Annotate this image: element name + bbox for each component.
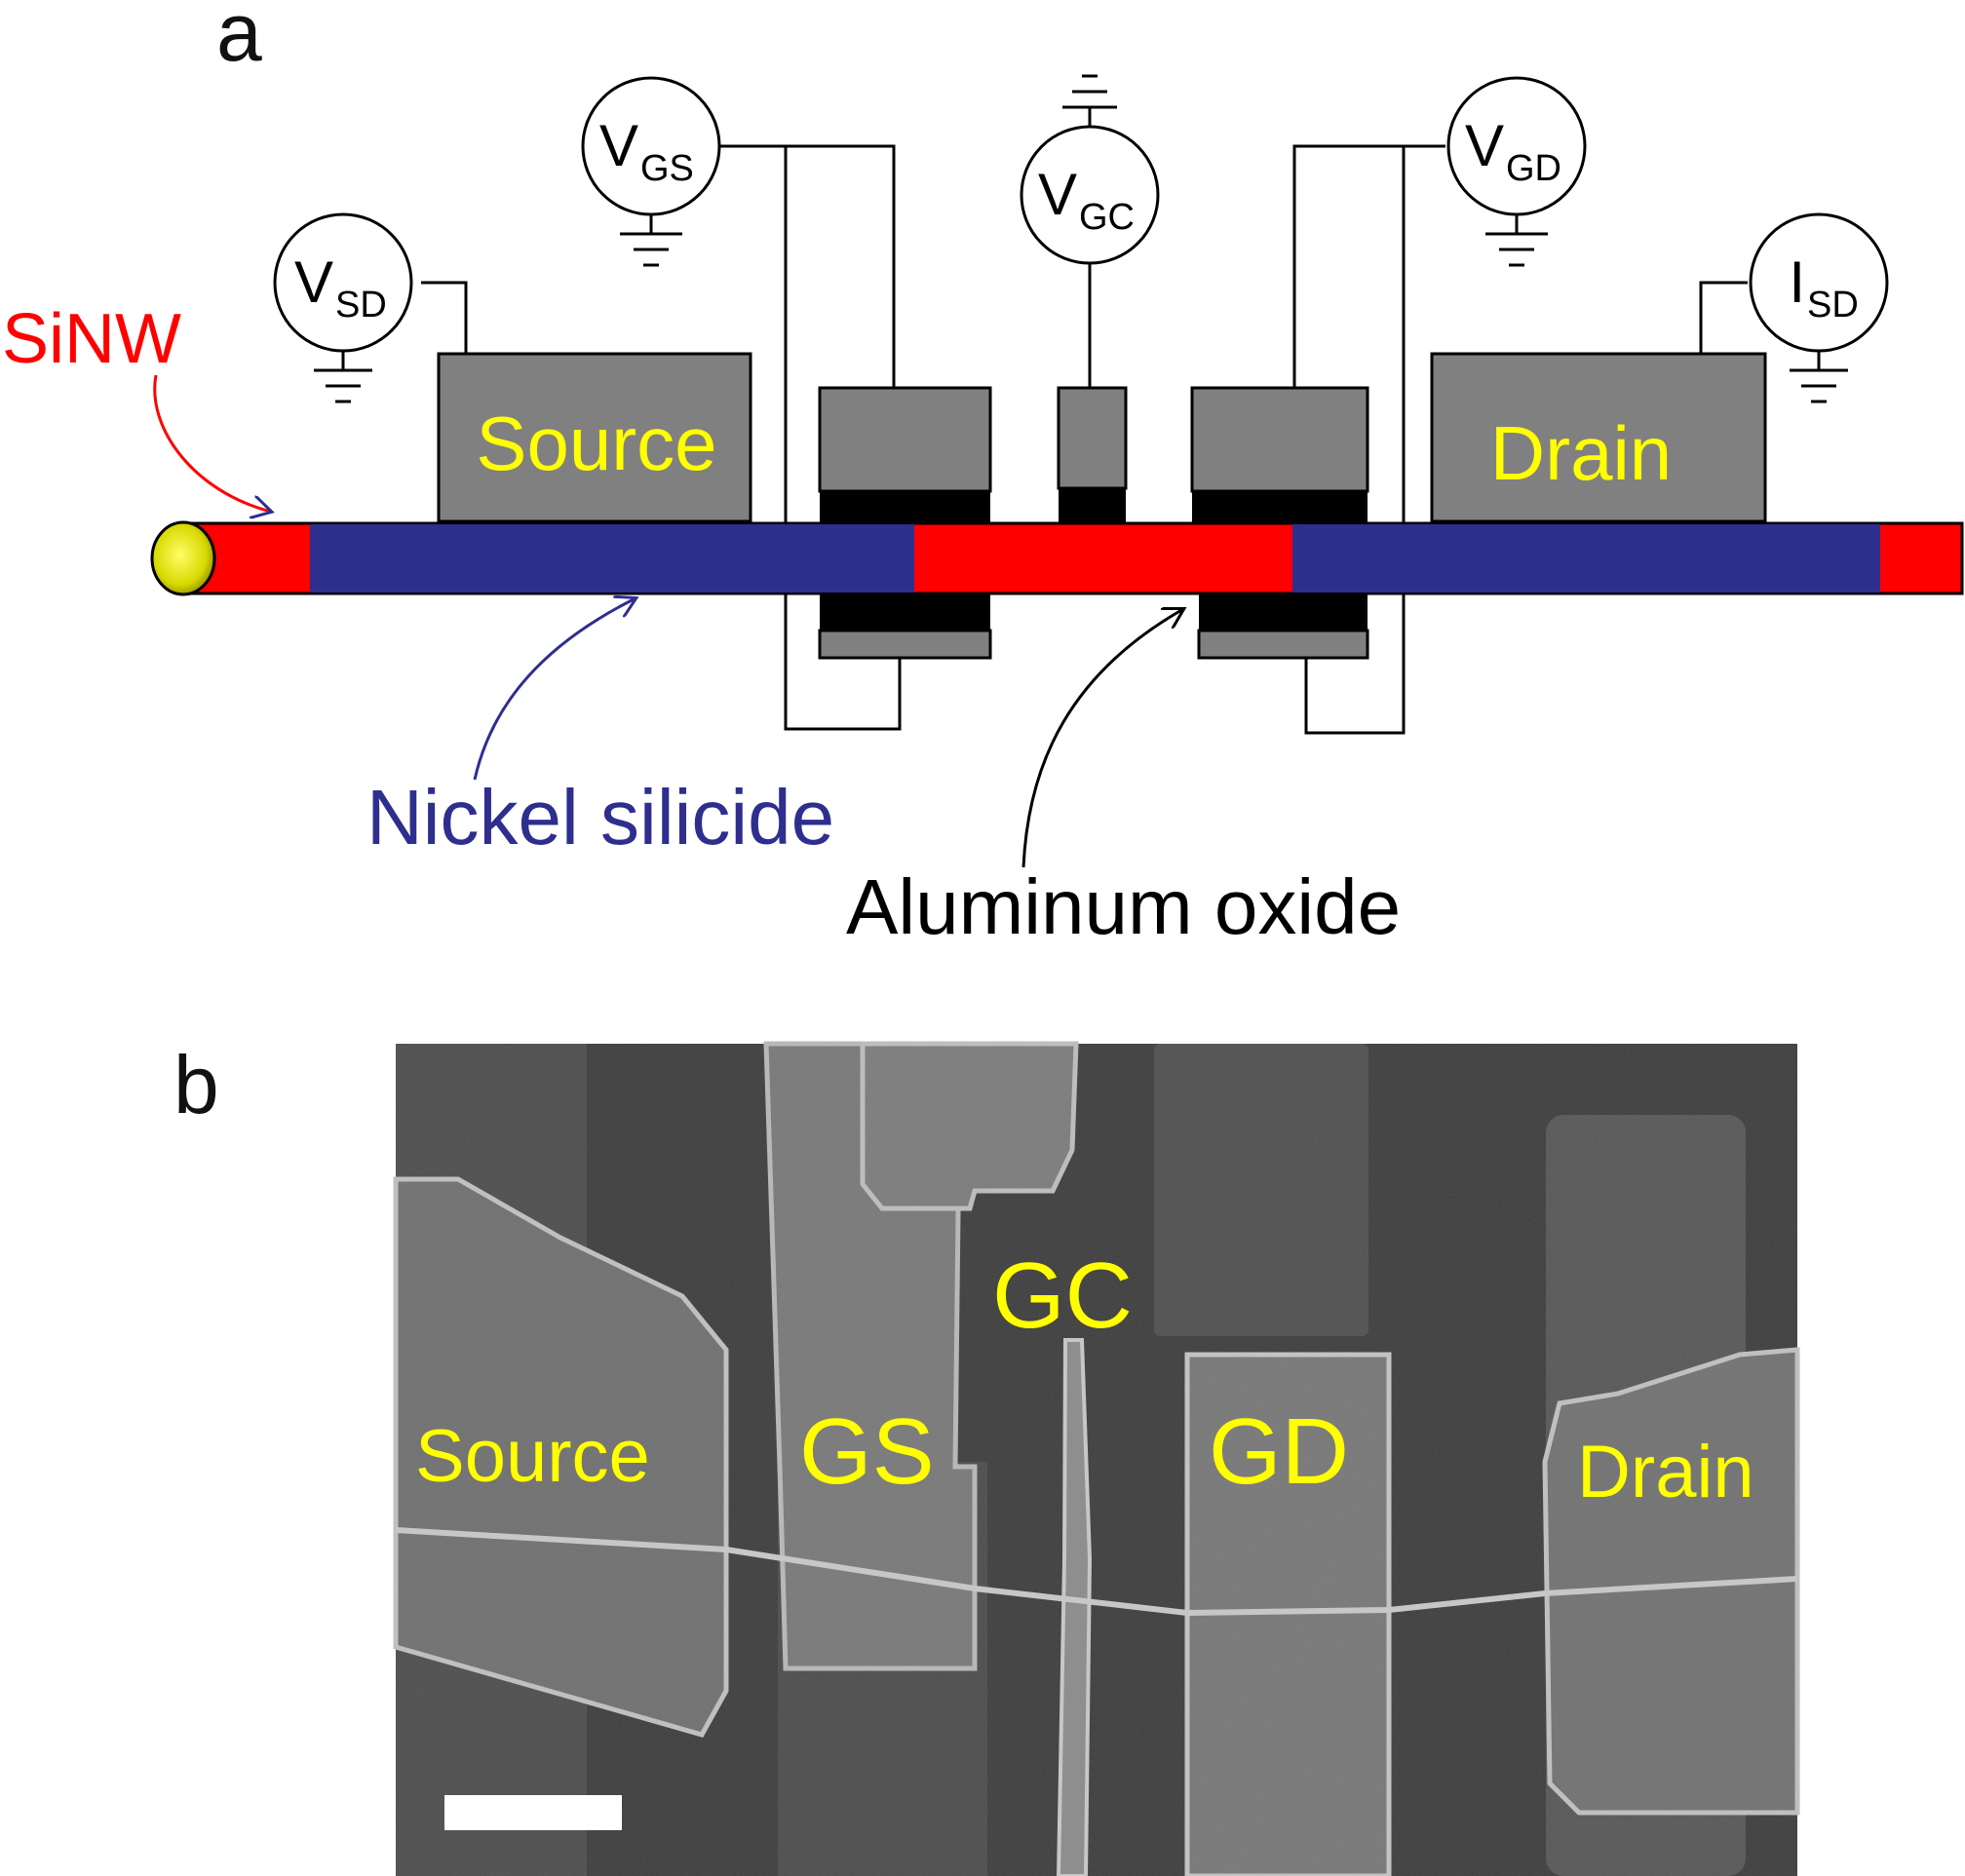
sinw-label: SiNW — [2, 300, 181, 378]
gd-oxide-bottom — [1199, 593, 1368, 631]
nickel-silicide-arrow — [473, 598, 636, 781]
gs-oxide-bottom — [820, 593, 990, 631]
nanowire — [150, 520, 1964, 596]
panel-b: b Source GS — [173, 1039, 1800, 1876]
svg-text:V: V — [1038, 162, 1077, 227]
panel-a: a — [2, 0, 1964, 950]
svg-text:GD: GD — [1506, 148, 1561, 189]
drain-electrode — [1430, 352, 1767, 523]
meter-isd: I SD — [1749, 212, 1889, 353]
gc-gate — [1057, 386, 1128, 490]
ground-symbols — [314, 74, 1848, 403]
scale-bar — [444, 1795, 622, 1830]
svg-text:V: V — [1465, 113, 1504, 178]
sem-image: Source GS GC GD Drain — [393, 1041, 1800, 1876]
gd-oxide-top — [1192, 491, 1368, 523]
ground-icon — [1485, 232, 1548, 267]
ground-icon — [1062, 74, 1117, 109]
sem-drain-label: Drain — [1577, 1431, 1754, 1513]
panel-a-letter: a — [216, 0, 262, 78]
nickel-silicide-segment — [310, 524, 914, 593]
aluminum-oxide-arrow — [1021, 609, 1183, 868]
svg-text:V: V — [599, 113, 638, 178]
meter-vsd: V SD — [273, 212, 413, 353]
svg-text:GS: GS — [640, 148, 694, 189]
nickel-silicide-segment — [1292, 524, 1880, 593]
svg-text:V: V — [294, 249, 333, 315]
ground-icon — [620, 232, 682, 267]
meter-vgs: V GS — [581, 76, 721, 216]
nanowire-end-cap — [150, 520, 216, 596]
gs-gate-bottom — [818, 629, 992, 660]
sem-gd-label: GD — [1209, 1399, 1349, 1504]
ground-icon — [314, 368, 372, 403]
meter-vgc: V GC — [1020, 125, 1160, 265]
gs-oxide-top — [820, 491, 990, 523]
panel-b-letter: b — [173, 1039, 219, 1130]
ground-icon — [1790, 368, 1848, 403]
svg-text:SD: SD — [335, 285, 387, 325]
meter-vgd: V GD — [1446, 76, 1587, 216]
svg-text:I: I — [1789, 249, 1805, 315]
svg-text:GC: GC — [1079, 197, 1135, 238]
sem-gs-label: GS — [799, 1399, 935, 1504]
svg-text:SD: SD — [1807, 285, 1859, 325]
sinw-arrow — [153, 374, 271, 512]
gd-gate-top — [1190, 386, 1369, 493]
gc-oxide — [1059, 488, 1126, 523]
annotations: SiNW Nickel silicide Aluminum oxide — [2, 300, 1401, 950]
source-electrode — [437, 352, 752, 523]
source-label: Source — [476, 401, 716, 486]
sem-source-label: Source — [415, 1415, 650, 1498]
gd-gate-bottom — [1197, 629, 1369, 660]
electrodes: Source Drain — [437, 352, 1767, 660]
sem-gc-label: GC — [992, 1244, 1133, 1348]
gs-gate-top — [818, 386, 992, 493]
drain-label: Drain — [1490, 410, 1672, 496]
nickel-silicide-label: Nickel silicide — [366, 774, 834, 861]
aluminum-oxide-label: Aluminum oxide — [846, 863, 1401, 950]
